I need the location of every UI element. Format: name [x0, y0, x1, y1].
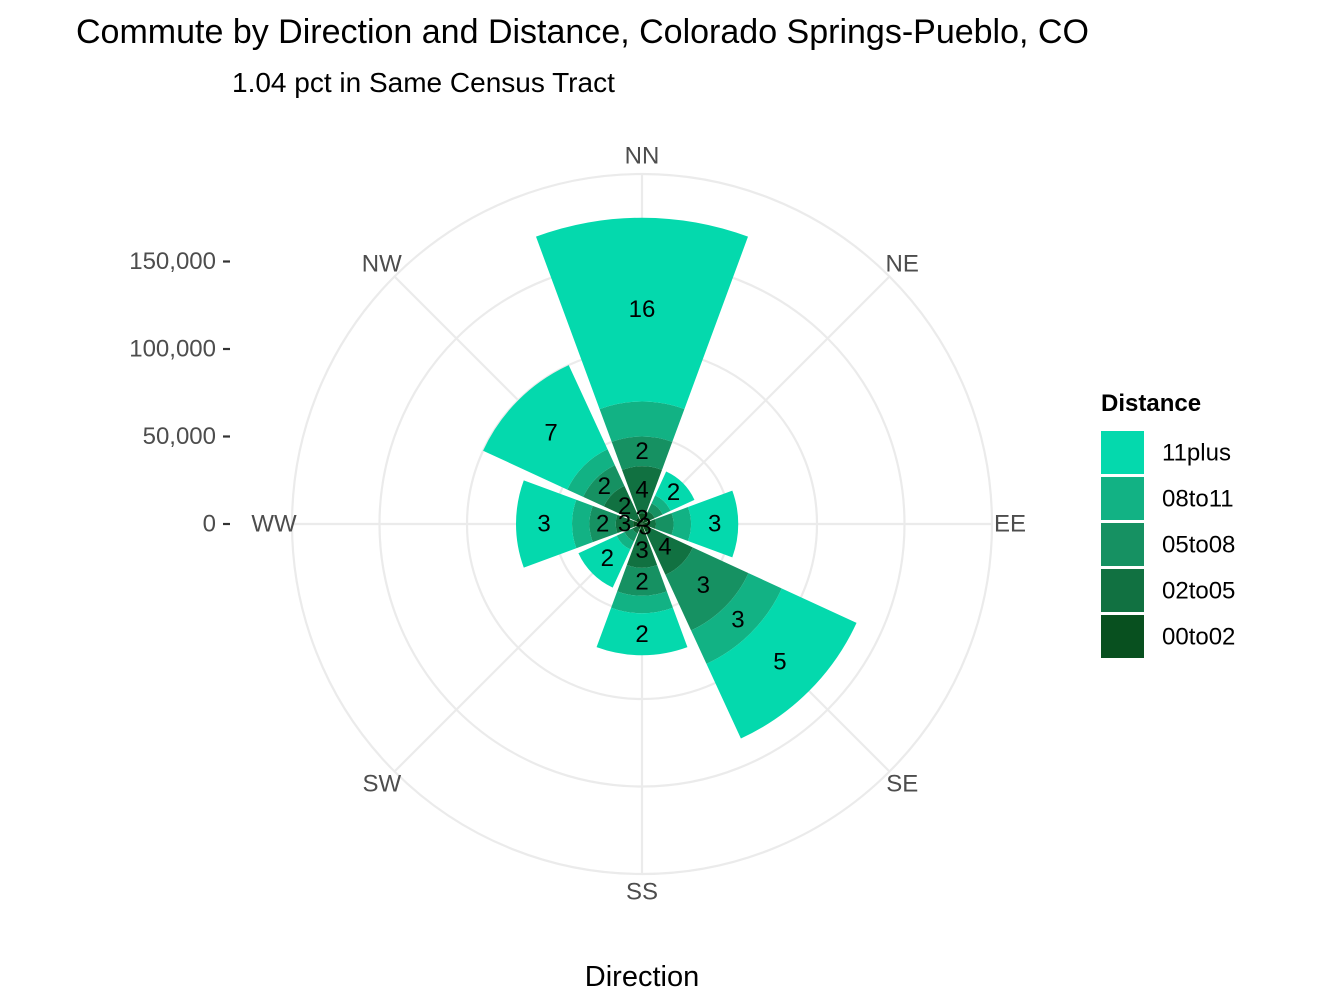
bar-segment-ne-02to05 [644, 511, 655, 522]
bar-segment-ss-05to08 [617, 565, 667, 596]
bar-segment-ne-11plus [655, 471, 695, 511]
legend: Distance 11plus 08to11 05to08 02to05 00to02 [1101, 390, 1235, 658]
segment-label-nn-02to05: 4 [635, 476, 648, 503]
bar-segment-nn-08to11 [599, 401, 685, 442]
segment-label-se-00to02: 3 [638, 514, 651, 541]
segment-label-se-05to08: 3 [697, 572, 710, 599]
y-tick-label: 150,000 [129, 248, 216, 275]
chart-subtitle: 1.04 pct in Same Census Tract [232, 67, 615, 98]
bar-segment-nn-11plus [536, 217, 748, 410]
legend-label-02to05: 02to05 [1162, 578, 1235, 605]
segment-label-nw-02to05: 2 [618, 493, 631, 520]
bar-segment-ww-11plus [516, 480, 577, 568]
direction-label-nn: NN [625, 143, 660, 170]
bar-segment-sw-05to08 [624, 528, 638, 542]
bar-segment-ne-00to02 [642, 517, 649, 524]
direction-label-ss: SS [626, 879, 658, 906]
grid-spoke [641, 275, 891, 525]
legend-label-11plus: 11plus [1162, 440, 1231, 467]
bar-segment-ww-05to08 [589, 505, 618, 543]
legend-swatch-05to08 [1101, 523, 1144, 566]
segment-label-se-11plus: 5 [773, 648, 786, 675]
direction-label-ee: EE [994, 511, 1026, 538]
bar-segment-se-08to11 [691, 573, 782, 664]
bar-segment-ss-02to05 [626, 532, 658, 568]
segment-label-ss-02to05: 3 [635, 537, 648, 564]
y-tick-label: 0 [203, 511, 216, 538]
bar-segment-se-05to08 [665, 547, 749, 631]
segment-label-ss-05to08: 2 [635, 568, 648, 595]
bar-segment-se-00to02 [642, 524, 650, 532]
segment-label-ww-05to08: 2 [596, 511, 609, 538]
bar-segment-ss-00to02 [638, 524, 646, 533]
segment-label-nn-00to02: 2 [635, 505, 648, 532]
bar-segment-ee-08to11 [671, 507, 691, 541]
segment-label-se-02to05: 4 [658, 533, 671, 560]
legend-swatch-02to05 [1101, 569, 1144, 612]
direction-label-ne: NE [886, 250, 919, 277]
bar-segment-se-02to05 [645, 527, 693, 575]
bar-segment-ee-11plus [687, 490, 739, 558]
legend-label-05to08: 05to08 [1162, 532, 1235, 559]
legend-label-08to11: 08to11 [1162, 486, 1234, 513]
bar-segment-nw-08to11 [567, 449, 615, 497]
segment-label-nn-05to08: 2 [635, 438, 648, 465]
bar-segment-ee-05to08 [655, 513, 674, 535]
direction-labels: NN NE EE SE SS SW WW NW [251, 143, 1026, 906]
y-tick-label: 50,000 [143, 423, 216, 450]
chart-title: Commute by Direction and Distance, Color… [76, 13, 1089, 51]
bar-segment-ee-00to02 [642, 521, 649, 527]
legend-swatch-00to02 [1101, 615, 1144, 658]
bar-segment-se-11plus [706, 588, 857, 739]
segment-label-nn-11plus: 16 [629, 296, 656, 323]
bar-segment-nw-02to05 [603, 485, 640, 522]
bar-segment-nn-02to05 [622, 466, 662, 515]
bar-segment-sw-00to02 [637, 524, 642, 529]
bar-segment-nw-05to08 [583, 465, 625, 507]
segment-label-ww-02to05: 3 [618, 511, 631, 538]
direction-label-sw: SW [362, 771, 401, 798]
legend-swatch-08to11 [1101, 477, 1144, 520]
segment-label-nw-11plus: 7 [544, 420, 557, 447]
segment-label-sw-11plus: 2 [601, 545, 614, 572]
segment-label-ne-11plus: 2 [667, 479, 680, 506]
bar-segment-sw-11plus [578, 535, 631, 588]
bar-segment-ww-08to11 [572, 499, 593, 549]
bar-segment-ww-02to05 [615, 514, 634, 534]
bar-segment-nw-11plus [483, 365, 608, 490]
y-tick-label: 100,000 [129, 336, 216, 363]
segment-label-nw-05to08: 2 [598, 473, 611, 500]
bar-segment-ss-08to11 [611, 591, 673, 614]
direction-label-nw: NW [362, 250, 402, 277]
direction-label-ww: WW [251, 511, 297, 538]
bar-segment-ne-05to08 [647, 503, 663, 519]
bar-segments [483, 217, 857, 739]
y-axis: 0 50,000 100,000 150,000 [129, 248, 230, 538]
segment-label-ee-11plus: 3 [708, 511, 721, 538]
bar-segment-ee-02to05 [648, 519, 657, 529]
bar-segment-sw-08to11 [616, 532, 634, 550]
bar-segment-sw-02to05 [632, 526, 640, 534]
bar-segment-ss-11plus [596, 607, 688, 656]
bar-segment-ne-08to11 [651, 495, 671, 515]
bar-segment-nn-05to08 [611, 436, 673, 470]
segment-label-se-08to11: 3 [731, 606, 744, 633]
legend-title: Distance [1101, 390, 1201, 417]
bar-segment-nn-00to02 [638, 513, 646, 524]
segment-label-ss-11plus: 2 [635, 621, 648, 648]
bar-segment-nw-00to02 [635, 517, 642, 524]
x-axis-title: Direction [585, 961, 699, 993]
direction-label-se: SE [886, 771, 918, 798]
legend-label-00to02: 00to02 [1162, 624, 1235, 651]
bar-segment-ww-00to02 [633, 520, 642, 528]
segment-label-ww-11plus: 3 [537, 511, 550, 538]
legend-swatch-11plus [1101, 431, 1144, 474]
